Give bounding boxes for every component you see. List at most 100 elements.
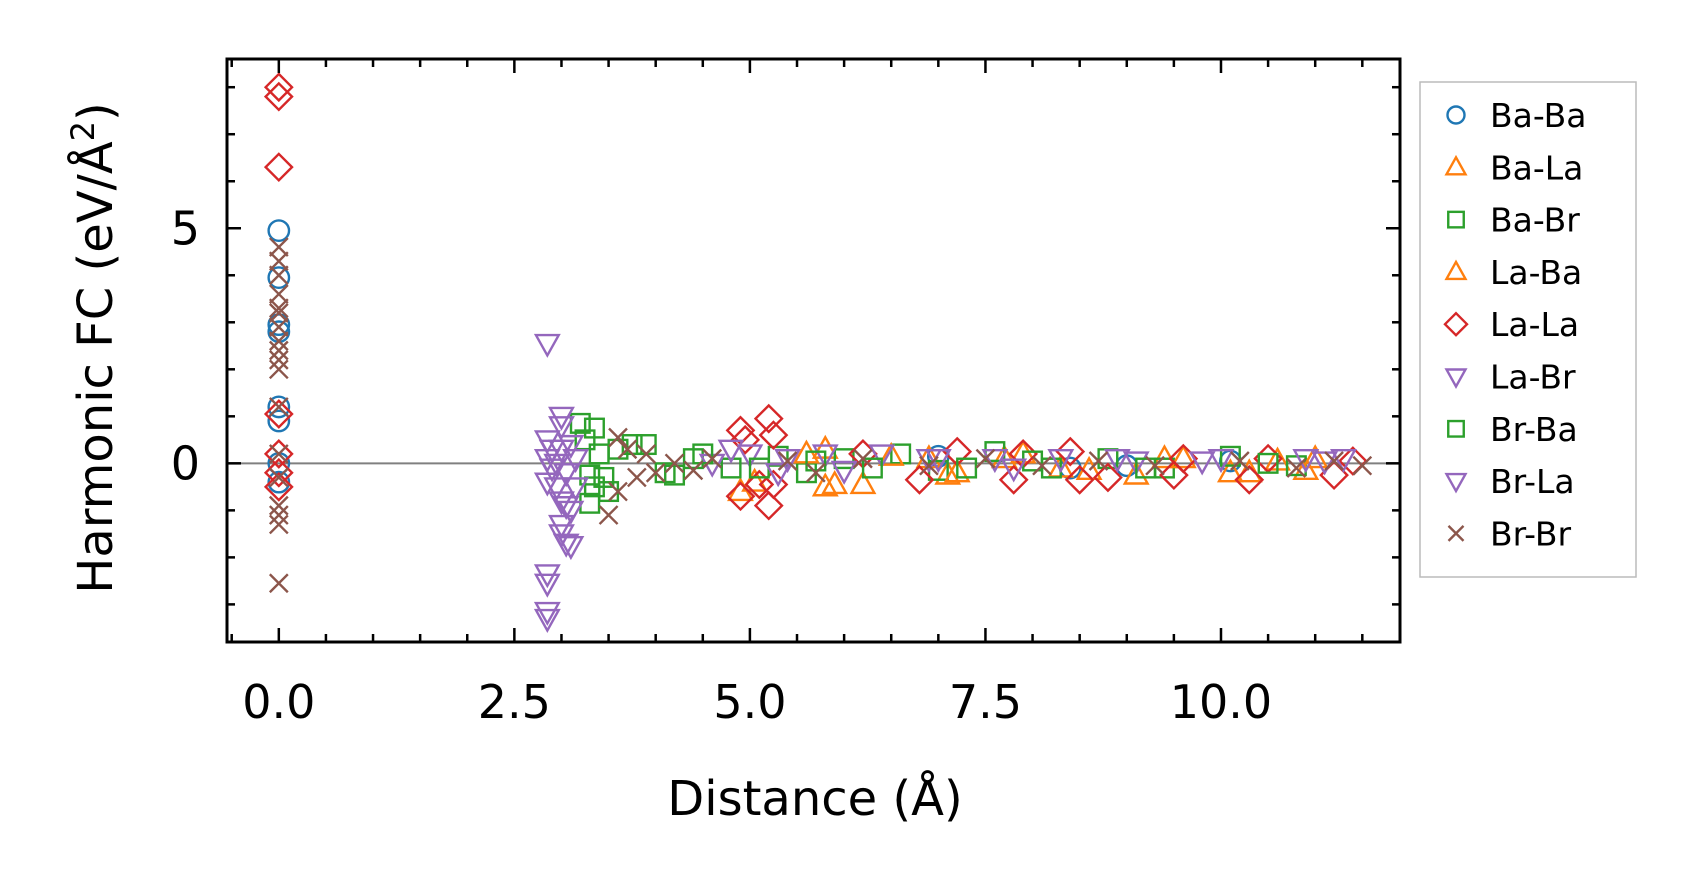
data-point (1064, 464, 1095, 495)
data-point (268, 331, 289, 351)
data-point (533, 608, 561, 633)
data-point (552, 533, 580, 558)
legend-entry: Ba-Br (1447, 201, 1580, 240)
data-point (626, 467, 647, 488)
legend: Ba-Ba Ba-La Ba-Br La-Ba La-La La-Br Br-Ba Br-La… (1419, 81, 1637, 578)
data-point (1122, 451, 1150, 476)
legend-marker (1444, 368, 1468, 389)
x-axis-title: Distance (Å) (667, 770, 962, 827)
legend-marker (1447, 419, 1465, 438)
legend-frame (1419, 81, 1637, 578)
data-point (720, 457, 742, 479)
data-point (811, 472, 839, 497)
series-ba-ba (267, 219, 1242, 494)
data-point (583, 417, 605, 439)
data-point (1055, 436, 1086, 467)
data-point (664, 464, 686, 486)
data-point (1088, 451, 1109, 471)
data-point (263, 399, 294, 429)
data-point (263, 152, 294, 183)
data-point (268, 397, 289, 417)
data-point (268, 303, 289, 323)
data-point (263, 72, 294, 103)
data-point (268, 350, 289, 370)
data-point (692, 443, 714, 465)
data-point (758, 420, 789, 451)
data-point (557, 500, 585, 525)
data-point (1257, 452, 1279, 474)
legend-items: Ba-Ba Ba-La Ba-Br La-Ba La-La La-Br Br-Ba Br-La… (1443, 96, 1586, 553)
data-point (267, 470, 291, 494)
y-axis-title-main: Harmonic FC (eV/Å (67, 141, 124, 594)
data-point (736, 444, 764, 469)
data-point (1135, 457, 1157, 479)
legend-label: Ba-Br (1490, 201, 1580, 240)
data-point (557, 536, 585, 561)
data-point (1103, 449, 1131, 474)
data-point (919, 455, 939, 476)
data-point (268, 359, 289, 380)
data-point (617, 439, 638, 460)
data-point (1075, 455, 1103, 480)
x-tick-label: 2.5 (478, 675, 551, 729)
data-point (267, 409, 291, 433)
data-point (1151, 444, 1178, 469)
series-br-br (268, 237, 1373, 594)
data-point (562, 449, 590, 474)
data-point (548, 416, 575, 441)
data-point (1352, 455, 1373, 476)
data-point (635, 434, 657, 456)
data-point (767, 445, 789, 467)
legend-entry: Ba-Ba (1446, 96, 1586, 135)
data-point (268, 340, 289, 361)
data-point (1207, 449, 1235, 474)
data-point (1292, 455, 1320, 480)
data-point (1292, 449, 1320, 474)
data-point (774, 449, 802, 474)
data-point (956, 457, 978, 479)
x-tick-label: 5.0 (713, 675, 786, 729)
legend-marker (1444, 472, 1468, 494)
data-point (548, 439, 575, 464)
data-point (861, 457, 883, 479)
legend-label: La-Br (1490, 358, 1576, 397)
y-tick-label: 5 (171, 201, 200, 255)
series-la-br (533, 333, 1357, 525)
data-point (725, 481, 756, 512)
x-tick-label: 10.0 (1170, 675, 1272, 729)
data-point (268, 284, 289, 304)
legend-entry: Br-Br (1447, 514, 1571, 553)
data-point (877, 441, 905, 466)
data-point (268, 467, 289, 488)
data-point (268, 573, 289, 594)
legend-label: La-La (1490, 305, 1579, 344)
data-point (268, 265, 289, 286)
data-point (664, 453, 685, 474)
data-point (263, 81, 294, 112)
data-point (717, 439, 745, 464)
data-point (268, 514, 289, 535)
data-point (730, 424, 761, 455)
legend-label: Br-Ba (1490, 410, 1578, 449)
data-point (267, 266, 291, 290)
data-point (975, 448, 996, 469)
data-point (608, 427, 628, 448)
data-point (904, 464, 935, 495)
legend-marker (1447, 210, 1465, 229)
data-point (268, 444, 289, 464)
legend-entry: Br-Ba (1447, 410, 1578, 449)
data-point (1216, 458, 1244, 483)
data-point (268, 251, 289, 272)
data-point (543, 477, 571, 502)
legend-entry: La-Ba (1444, 253, 1582, 292)
data-point (552, 463, 580, 488)
points-layer (263, 72, 1373, 633)
data-point (1122, 460, 1150, 485)
data-point (805, 450, 827, 472)
x-tick-label: 0.0 (242, 675, 315, 729)
data-point (821, 470, 849, 495)
y-axis-title-sup: 2 (64, 121, 102, 141)
data-point (1219, 445, 1241, 467)
data-point (934, 460, 962, 485)
